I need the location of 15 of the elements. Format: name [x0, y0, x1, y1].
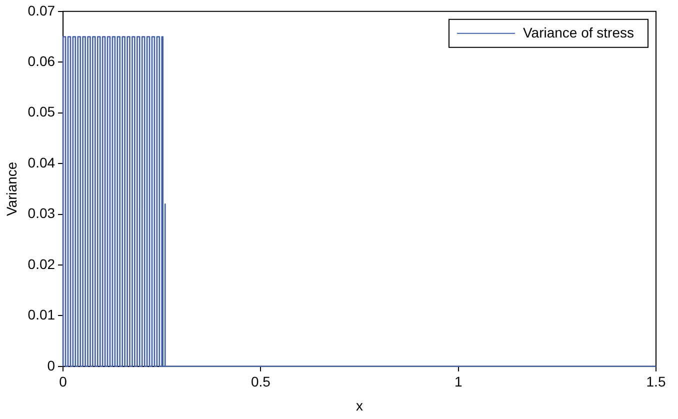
y-tick-label: 0.03: [28, 205, 56, 222]
x-tick-label: 1: [454, 374, 462, 390]
x-axis-title: x: [356, 397, 364, 414]
y-tick-label: 0: [47, 357, 56, 374]
y-tick-label: 0.05: [28, 104, 56, 120]
x-tick-label: 0.5: [250, 374, 271, 390]
y-tick-label: 0.07: [28, 2, 56, 18]
y-tick-label: 0.06: [28, 52, 56, 69]
y-axis-title: Variance: [3, 162, 20, 216]
y-tick-label: 0.04: [28, 154, 56, 170]
x-tick-label: 1.5: [646, 374, 666, 390]
y-tick-label: 0.02: [28, 256, 56, 272]
y-tick-label: 0.01: [28, 306, 56, 323]
x-tick-label: 0: [59, 374, 68, 390]
legend-label: Variance of stress: [522, 24, 634, 40]
